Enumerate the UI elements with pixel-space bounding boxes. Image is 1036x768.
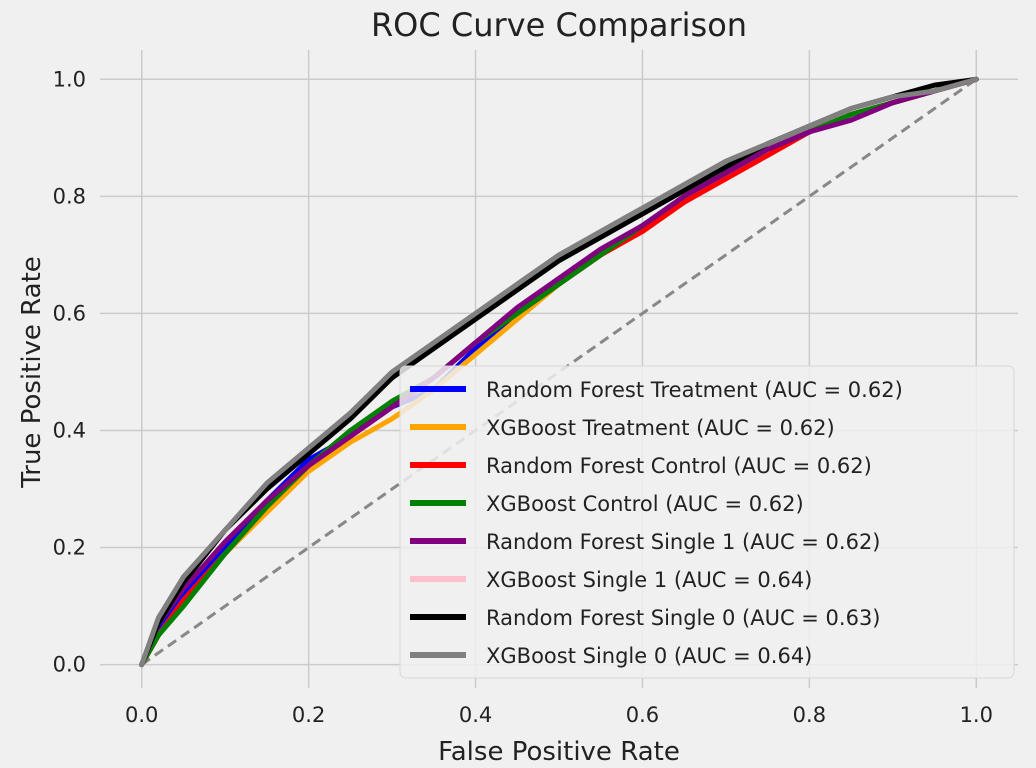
y-tick-label: 0.8 bbox=[53, 184, 86, 208]
x-tick-label: 0.6 bbox=[626, 703, 659, 727]
legend: Random Forest Treatment (AUC = 0.62) XGBo… bbox=[399, 365, 1015, 679]
y-tick-label: 0.0 bbox=[53, 653, 86, 677]
diagonal-layer bbox=[140, 78, 978, 666]
x-tick-label: 1.0 bbox=[960, 703, 993, 727]
legend-entry: XGBoost Control (AUC = 0.62) bbox=[486, 492, 804, 516]
x-tick-label: 0.0 bbox=[125, 703, 158, 727]
y-tick-label: 0.2 bbox=[53, 536, 86, 560]
y-tick-label: 0.4 bbox=[53, 418, 86, 442]
series-line-8 bbox=[139, 76, 979, 668]
legend-box bbox=[399, 365, 1015, 679]
legend-entry: Random Forest Single 0 (AUC = 0.63) bbox=[486, 606, 881, 630]
legend-entry: XGBoost Single 1 (AUC = 0.64) bbox=[486, 568, 812, 592]
y-tick-label: 1.0 bbox=[53, 67, 86, 91]
legend-entry: Random Forest Treatment (AUC = 0.62) bbox=[486, 378, 903, 402]
series-line-5 bbox=[139, 76, 979, 668]
x-axis-label: False Positive Rate bbox=[438, 737, 680, 767]
y-tick-label: 0.6 bbox=[53, 301, 86, 325]
y-tick-labels: 0.0 0.2 0.4 0.6 0.8 1.0 bbox=[53, 67, 86, 676]
legend-entry: Random Forest Single 1 (AUC = 0.62) bbox=[486, 530, 881, 554]
random-baseline-line bbox=[140, 78, 978, 666]
legend-entry: Random Forest Control (AUC = 0.62) bbox=[486, 454, 872, 478]
x-tick-label: 0.2 bbox=[292, 703, 325, 727]
x-tick-label: 0.4 bbox=[459, 703, 492, 727]
chart-title: ROC Curve Comparison bbox=[371, 6, 747, 44]
y-axis-label: True Positive Rate bbox=[17, 256, 47, 489]
legend-entry: XGBoost Treatment (AUC = 0.62) bbox=[486, 416, 835, 440]
series-layer bbox=[139, 76, 979, 668]
x-tick-label: 0.8 bbox=[793, 703, 826, 727]
series-line-4 bbox=[139, 76, 979, 668]
x-tick-labels: 0.0 0.2 0.4 0.6 0.8 1.0 bbox=[125, 703, 993, 727]
legend-entry: XGBoost Single 0 (AUC = 0.64) bbox=[486, 644, 812, 668]
